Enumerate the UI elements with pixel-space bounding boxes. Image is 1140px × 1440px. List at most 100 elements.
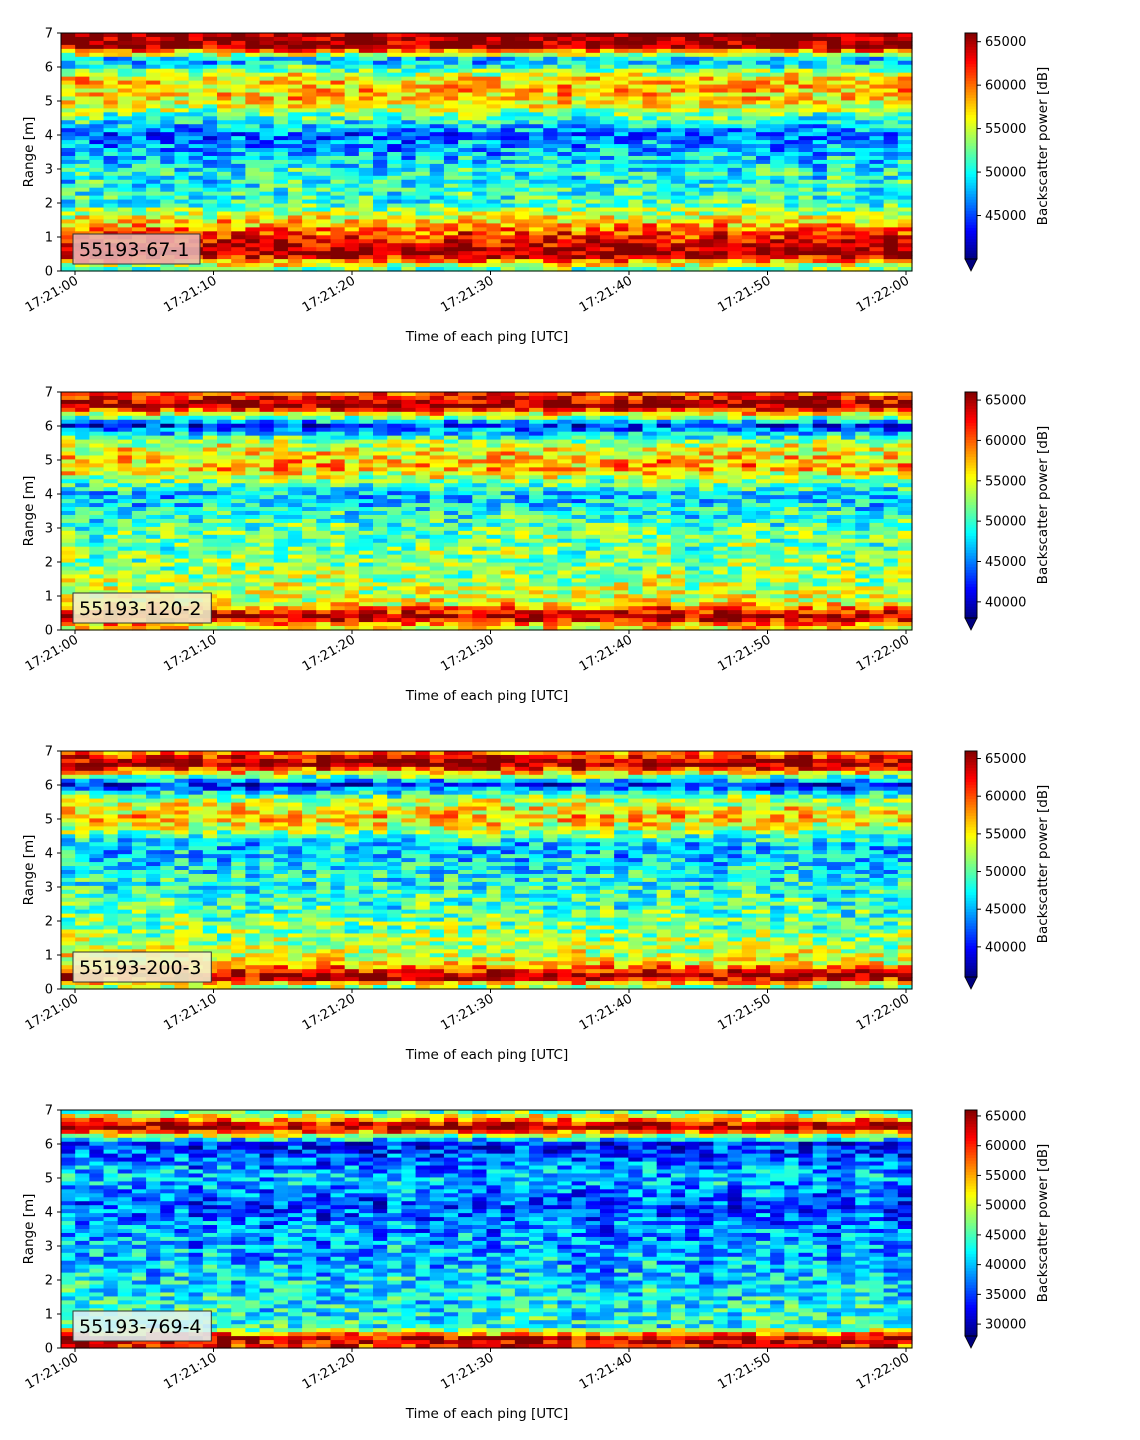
heatmap-cell — [274, 49, 289, 54]
heatmap-cell — [330, 563, 345, 568]
heatmap-cell — [841, 144, 856, 149]
heatmap-cell — [231, 148, 246, 153]
heatmap-cell — [61, 420, 76, 425]
heatmap-cell — [444, 89, 459, 94]
heatmap-cell — [132, 223, 147, 228]
heatmap-cell — [302, 45, 317, 50]
heatmap-cell — [643, 235, 658, 240]
heatmap-cell — [174, 499, 189, 504]
heatmap-cell — [89, 164, 104, 169]
heatmap-cell — [458, 215, 473, 220]
heatmap-cell — [174, 527, 189, 532]
heatmap-cell — [600, 73, 615, 78]
heatmap-cell — [160, 73, 175, 78]
heatmap-cell — [600, 37, 615, 42]
heatmap-cell — [742, 77, 757, 82]
heatmap-cell — [685, 263, 700, 268]
heatmap-cell — [330, 81, 345, 86]
heatmap-cell — [316, 515, 331, 520]
heatmap-cell — [146, 543, 161, 548]
heatmap-cell — [855, 251, 870, 256]
heatmap-cell — [387, 81, 402, 86]
heatmap-cell — [260, 567, 275, 572]
heatmap-cell — [529, 188, 544, 193]
heatmap-cell — [75, 37, 90, 42]
heatmap-cell — [699, 81, 714, 86]
heatmap-cell — [387, 208, 402, 213]
heatmap-cell — [699, 192, 714, 197]
heatmap-cell — [217, 89, 232, 94]
heatmap-cell — [104, 49, 119, 54]
heatmap-cell — [104, 487, 119, 492]
heatmap-cell — [316, 424, 331, 429]
heatmap-cell — [515, 164, 530, 169]
heatmap-cell — [784, 263, 799, 268]
heatmap-cell — [813, 116, 828, 121]
heatmap-cell — [685, 156, 700, 161]
heatmap-cell — [174, 475, 189, 480]
heatmap-cell — [118, 571, 133, 576]
heatmap-cell — [104, 555, 119, 560]
heatmap-cell — [61, 219, 76, 224]
heatmap-cell — [813, 255, 828, 260]
heatmap-cell — [146, 487, 161, 492]
heatmap-cell — [61, 503, 76, 508]
heatmap-cell — [118, 551, 133, 556]
heatmap-cell — [643, 93, 658, 98]
heatmap-cell — [89, 582, 104, 587]
heatmap-cell — [572, 49, 587, 54]
heatmap-cell — [302, 208, 317, 213]
heatmap-cell — [345, 168, 360, 173]
heatmap-cell — [104, 148, 119, 153]
heatmap-cell — [302, 582, 317, 587]
heatmap-cell — [174, 204, 189, 209]
heatmap-cell — [543, 243, 558, 248]
heatmap-cell — [288, 491, 303, 496]
heatmap-cell — [260, 483, 275, 488]
heatmap-cell — [104, 523, 119, 528]
heatmap-cell — [614, 57, 629, 62]
heatmap-cell — [160, 37, 175, 42]
heatmap-cell — [586, 152, 601, 157]
heatmap-cell — [770, 227, 785, 232]
heatmap-cell — [813, 152, 828, 157]
heatmap-cell — [104, 136, 119, 141]
heatmap-cell — [713, 144, 728, 149]
heatmap-cell — [132, 176, 147, 181]
heatmap-cell — [302, 408, 317, 413]
heatmap-cell — [416, 200, 431, 205]
heatmap-cell — [288, 551, 303, 556]
heatmap-cell — [557, 223, 572, 228]
heatmap-cell — [160, 108, 175, 113]
heatmap-cell — [799, 247, 814, 252]
heatmap-cell — [728, 259, 743, 264]
heatmap-cell — [260, 212, 275, 217]
heatmap-cell — [316, 408, 331, 413]
heatmap-cell — [387, 259, 402, 264]
heatmap-cell — [401, 49, 416, 54]
heatmap-cell — [160, 416, 175, 421]
heatmap-cell — [898, 136, 913, 141]
heatmap-cell — [373, 180, 388, 185]
heatmap-cell — [274, 73, 289, 78]
heatmap-cell — [231, 212, 246, 217]
x-tick-label: 17:21:10 — [161, 273, 219, 315]
heatmap-cell — [799, 144, 814, 149]
heatmap-cell — [671, 176, 686, 181]
heatmap-cell — [203, 219, 218, 224]
heatmap-cell — [89, 140, 104, 145]
heatmap-cell — [260, 239, 275, 244]
heatmap-cell — [430, 144, 445, 149]
heatmap-cell — [118, 93, 133, 98]
heatmap-cell — [742, 188, 757, 193]
heatmap-cell — [288, 471, 303, 476]
heatmap-cell — [487, 231, 502, 236]
heatmap-cell — [543, 208, 558, 213]
heatmap-cell — [401, 116, 416, 121]
heatmap-cell — [316, 247, 331, 252]
heatmap-cell — [501, 251, 516, 256]
heatmap-cell — [231, 192, 246, 197]
heatmap-cell — [813, 251, 828, 256]
heatmap-cell — [557, 227, 572, 232]
heatmap-cell — [671, 231, 686, 236]
